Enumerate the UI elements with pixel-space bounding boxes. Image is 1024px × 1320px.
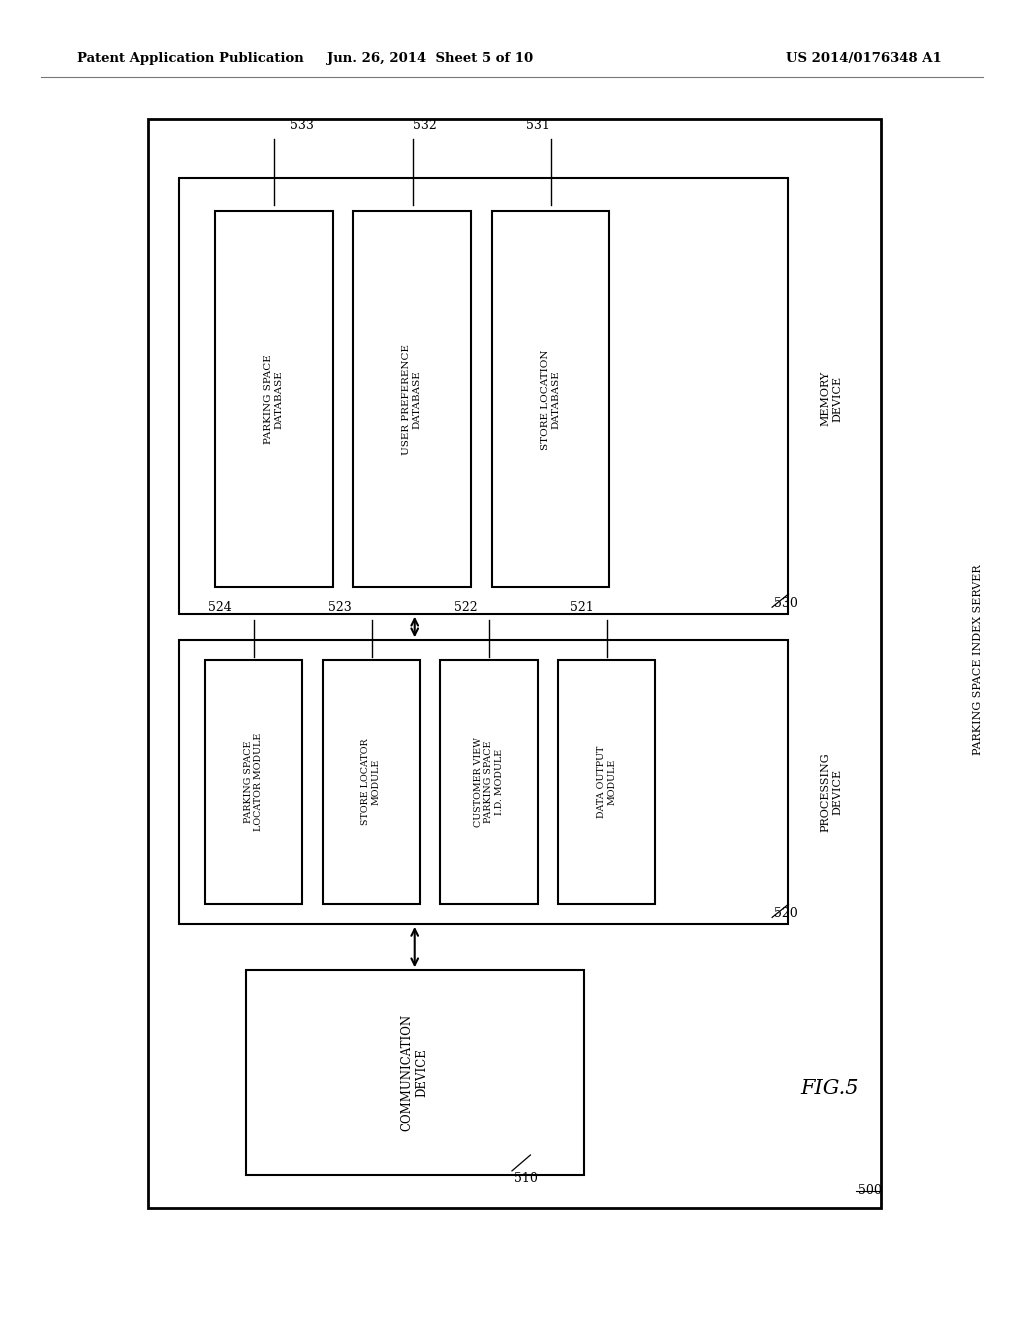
Text: 532: 532 — [413, 119, 437, 132]
Text: 500: 500 — [858, 1184, 882, 1197]
Text: Jun. 26, 2014  Sheet 5 of 10: Jun. 26, 2014 Sheet 5 of 10 — [327, 51, 534, 65]
Text: PARKING SPACE
DATABASE: PARKING SPACE DATABASE — [264, 355, 284, 444]
Text: FIG.5: FIG.5 — [800, 1080, 859, 1098]
FancyBboxPatch shape — [179, 178, 788, 614]
FancyBboxPatch shape — [492, 211, 609, 587]
Text: MEMORY
DEVICE: MEMORY DEVICE — [820, 371, 843, 426]
Text: 533: 533 — [290, 119, 314, 132]
Text: Patent Application Publication: Patent Application Publication — [77, 51, 303, 65]
Text: 522: 522 — [454, 601, 478, 614]
FancyBboxPatch shape — [148, 119, 881, 1208]
FancyBboxPatch shape — [558, 660, 655, 904]
Text: 520: 520 — [774, 907, 798, 920]
Text: 523: 523 — [328, 601, 352, 614]
FancyBboxPatch shape — [323, 660, 420, 904]
Text: USER PREFERENCE
DATABASE: USER PREFERENCE DATABASE — [402, 343, 422, 455]
Text: PARKING SPACE INDEX SERVER: PARKING SPACE INDEX SERVER — [973, 565, 983, 755]
FancyBboxPatch shape — [246, 970, 584, 1175]
Text: 521: 521 — [569, 601, 594, 614]
FancyBboxPatch shape — [215, 211, 333, 587]
Text: COMMUNICATION
DEVICE: COMMUNICATION DEVICE — [400, 1014, 429, 1131]
Text: PARKING SPACE
LOCATOR MODULE: PARKING SPACE LOCATOR MODULE — [244, 733, 263, 832]
Text: STORE LOCATOR
MODULE: STORE LOCATOR MODULE — [361, 739, 381, 825]
Text: 510: 510 — [514, 1172, 538, 1185]
Text: 530: 530 — [774, 597, 798, 610]
Text: STORE LOCATION
DATABASE: STORE LOCATION DATABASE — [541, 348, 560, 450]
Text: PROCESSING
DEVICE: PROCESSING DEVICE — [820, 752, 843, 832]
Text: 524: 524 — [208, 601, 232, 614]
Text: DATA OUTPUT
MODULE: DATA OUTPUT MODULE — [597, 746, 616, 818]
FancyBboxPatch shape — [205, 660, 302, 904]
Text: US 2014/0176348 A1: US 2014/0176348 A1 — [786, 51, 942, 65]
FancyBboxPatch shape — [353, 211, 471, 587]
FancyBboxPatch shape — [179, 640, 788, 924]
Text: 531: 531 — [525, 119, 550, 132]
FancyBboxPatch shape — [440, 660, 538, 904]
Text: CUSTOMER VIEW
PARKING SPACE
I.D. MODULE: CUSTOMER VIEW PARKING SPACE I.D. MODULE — [474, 737, 504, 828]
